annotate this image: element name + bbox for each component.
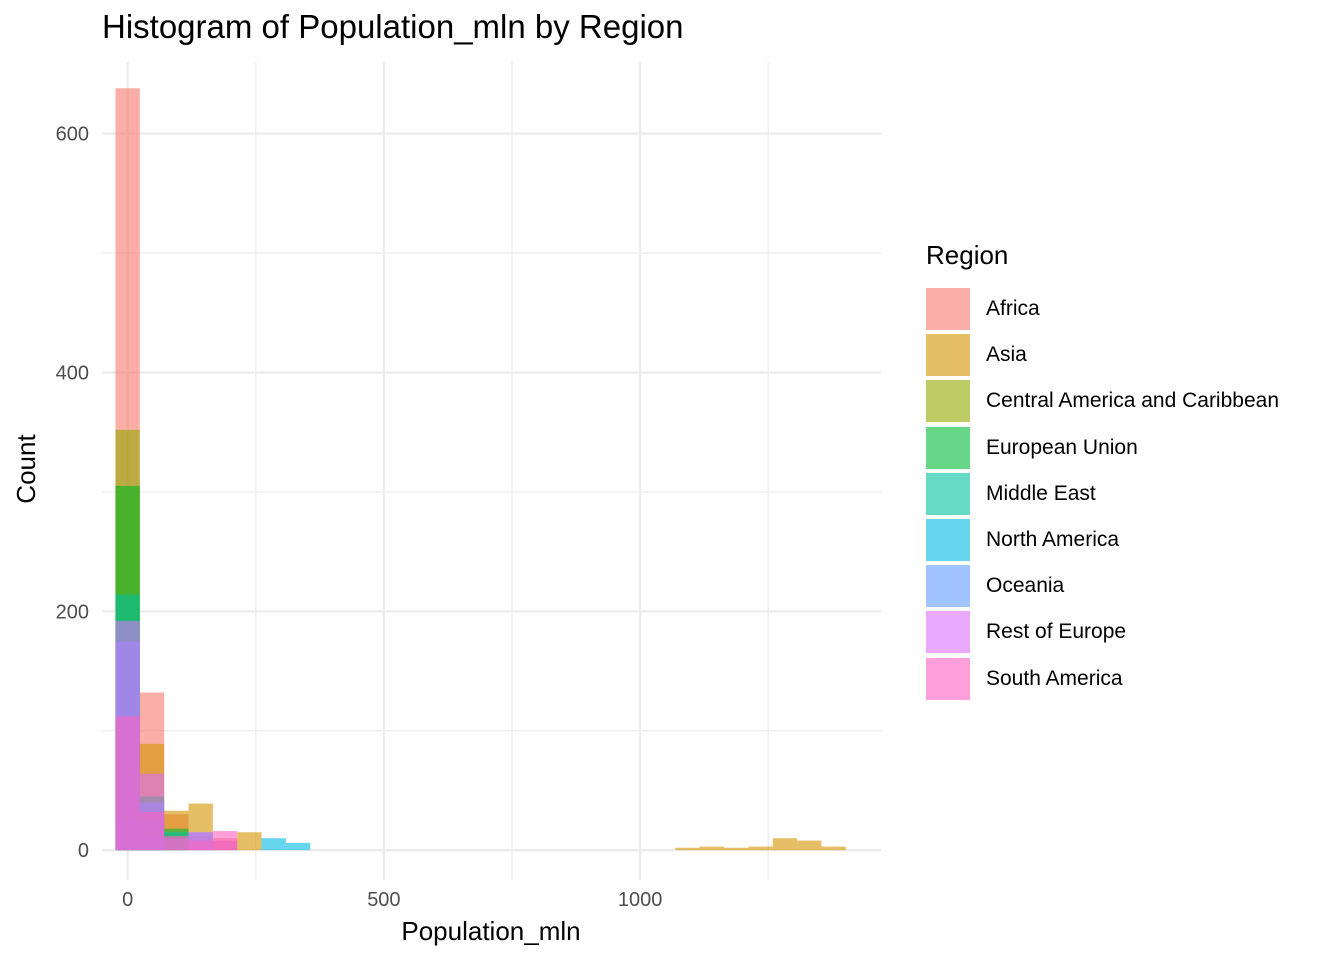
legend-label: South America	[986, 666, 1123, 690]
x-tick-label: 1000	[618, 889, 663, 911]
x-tick-label: 0	[122, 889, 133, 911]
legend-label: Central America and Caribbean	[986, 389, 1279, 413]
histogram-bar	[797, 840, 822, 851]
legend-label: North America	[986, 528, 1120, 552]
legend-item: Africa	[926, 286, 1279, 332]
legend-label: European Union	[986, 435, 1138, 459]
bars-layer	[115, 88, 846, 851]
histogram-bar	[699, 846, 725, 851]
ticks-layer: 0 500 1000 0 200 400 600	[56, 124, 663, 911]
legend-key	[926, 288, 970, 331]
legend-item: North America	[926, 517, 1279, 563]
histogram-bar	[724, 847, 749, 851]
legend: Region Africa Asia Central America and Car…	[926, 238, 1279, 702]
y-tick-label: 0	[78, 840, 89, 862]
legend-key	[926, 334, 970, 377]
histogram-bar	[285, 842, 311, 851]
histogram-bar	[675, 847, 700, 851]
histogram-bar	[164, 835, 189, 851]
legend-item: Rest of Europe	[926, 609, 1279, 655]
legend-key	[926, 380, 970, 423]
histogram-bar	[237, 832, 262, 851]
y-tick-label: 600	[56, 124, 89, 146]
histogram-bar	[188, 840, 213, 851]
legend-key	[926, 657, 970, 700]
y-tick-label: 200	[56, 601, 89, 623]
legend-label: Asia	[986, 343, 1027, 367]
legend-item: European Union	[926, 425, 1279, 471]
histogram-bar	[115, 716, 140, 851]
legend-items: Africa Asia Central America and Caribbean E…	[926, 286, 1279, 702]
y-tick-label: 400	[56, 362, 89, 384]
legend-item: South America	[926, 656, 1279, 702]
legend-key	[926, 426, 970, 469]
y-axis-title: Count	[11, 434, 41, 504]
x-tick-label: 500	[367, 889, 400, 911]
legend-label: Rest of Europe	[986, 620, 1127, 644]
histogram-bar	[212, 831, 238, 851]
legend-label: Africa	[986, 297, 1040, 321]
histogram-bar	[821, 846, 846, 851]
histogram-bar	[748, 846, 773, 851]
legend-item: Central America and Caribbean	[926, 378, 1279, 424]
histogram-bar	[261, 838, 286, 851]
legend-item: Asia	[926, 332, 1279, 378]
histogram-bar	[772, 838, 798, 851]
legend-key	[926, 472, 970, 515]
histogram-bar	[139, 811, 165, 851]
legend-key	[926, 611, 970, 654]
legend-label: Middle East	[986, 481, 1096, 505]
legend-key	[926, 519, 970, 562]
legend-label: Oceania	[986, 574, 1065, 598]
legend-item: Middle East	[926, 471, 1279, 517]
chart-title: Histogram of Population_mln by Region	[102, 8, 684, 45]
legend-title: Region	[926, 240, 1009, 270]
legend-item: Oceania	[926, 563, 1279, 609]
grid-layer	[102, 62, 881, 880]
legend-key	[926, 565, 970, 608]
x-axis-title: Population_mln	[401, 916, 580, 946]
